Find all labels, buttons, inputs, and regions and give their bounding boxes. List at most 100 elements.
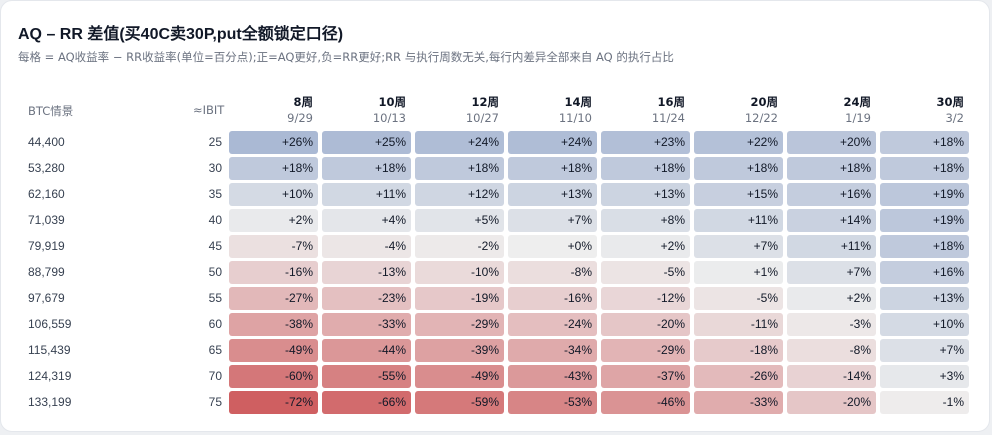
row-ibit-label: 70 (208, 369, 222, 383)
row-header-btc: BTC情景 (28, 104, 74, 118)
heatmap-cell: -26% (694, 365, 783, 388)
heatmap-cell: +13% (601, 183, 690, 206)
column-header: 14周 11/10 (508, 95, 592, 126)
column-week-label: 20周 (750, 95, 778, 109)
row-btc-label: 53,280 (28, 161, 65, 175)
heatmap-cell: +8% (601, 209, 690, 232)
row-ibit-label: 50 (208, 265, 222, 279)
heatmap-cell: -13% (322, 261, 411, 284)
heatmap-cell: +24% (508, 131, 597, 154)
chart-title: AQ – RR 差值(买40C卖30P,put全额锁定口径) (18, 26, 344, 43)
column-date-label: 10/13 (372, 111, 406, 125)
heatmap-cell: +2% (229, 209, 318, 232)
heatmap-cell: -14% (787, 365, 876, 388)
row-ibit-label: 60 (208, 317, 222, 331)
heatmap-cell: -10% (415, 261, 504, 284)
row-ibit-label: 25 (208, 135, 222, 149)
heatmap-cell: -24% (508, 313, 597, 336)
heatmap-cell: -4% (322, 235, 411, 258)
column-header: 10周 10/13 (322, 95, 406, 126)
column-week-label: 14周 (564, 95, 592, 109)
row-ibit-label: 45 (208, 239, 222, 253)
heatmap-cell: +2% (601, 235, 690, 258)
heatmap-cell: +18% (415, 157, 504, 180)
heatmap-cell: +18% (508, 157, 597, 180)
row-btc-label: 106,559 (28, 317, 72, 331)
column-header: 16周 11/24 (601, 95, 685, 126)
column-header: 12周 10/27 (415, 95, 499, 126)
heatmap-cell: -59% (415, 391, 504, 414)
heatmap-cell: -16% (229, 261, 318, 284)
heatmap-cell: +15% (694, 183, 783, 206)
column-date-label: 12/22 (744, 111, 778, 125)
row-btc-label: 79,919 (28, 239, 65, 253)
heatmap-cell: +25% (322, 131, 411, 154)
heatmap-cell: -66% (322, 391, 411, 414)
heatmap-cell: -55% (322, 365, 411, 388)
column-header: 30周 3/2 (880, 95, 964, 126)
row-btc-label: 115,439 (28, 343, 71, 357)
column-date-label: 1/19 (845, 111, 871, 125)
row-btc-label: 62,160 (28, 187, 65, 201)
heatmap-cell: +5% (415, 209, 504, 232)
heatmap-cell: -60% (229, 365, 318, 388)
row-ibit-label: 65 (208, 343, 222, 357)
column-week-label: 16周 (657, 95, 685, 109)
heatmap-cell: +19% (880, 209, 969, 232)
heatmap-cell: -20% (601, 313, 690, 336)
heatmap-cell: +3% (880, 365, 969, 388)
heatmap-cell: +23% (601, 131, 690, 154)
heatmap-cell: +12% (415, 183, 504, 206)
column-date-label: 11/10 (558, 111, 592, 125)
row-header-ibit: ≈IBIT (193, 103, 225, 117)
heatmap-cell: -7% (229, 235, 318, 258)
heatmap-cell: +24% (415, 131, 504, 154)
heatmap-cell: -3% (787, 313, 876, 336)
heatmap-cell: +18% (322, 157, 411, 180)
heatmap-cell: -46% (601, 391, 690, 414)
heatmap-cell: +18% (787, 157, 876, 180)
heatmap-cell: +2% (787, 287, 876, 310)
heatmap-cell: -37% (601, 365, 690, 388)
heatmap-cell: +18% (880, 235, 969, 258)
heatmap-cell: +7% (694, 235, 783, 258)
heatmap-cell: +7% (508, 209, 597, 232)
column-week-label: 8周 (293, 95, 313, 109)
heatmap-cell: +18% (229, 157, 318, 180)
heatmap-cell: +18% (694, 157, 783, 180)
heatmap-cell: +19% (880, 183, 969, 206)
heatmap-cell: +26% (229, 131, 318, 154)
heatmap-cell: +18% (880, 131, 969, 154)
heatmap-cell: +4% (322, 209, 411, 232)
heatmap-cell: -33% (322, 313, 411, 336)
heatmap-cell: -29% (601, 339, 690, 362)
heatmap-cell: +13% (508, 183, 597, 206)
column-week-label: 12周 (471, 95, 499, 109)
heatmap-cell: -19% (415, 287, 504, 310)
row-btc-label: 44,400 (28, 135, 65, 149)
heatmap-cell: +16% (787, 183, 876, 206)
heatmap-cell: +11% (787, 235, 876, 258)
heatmap-cell: -20% (787, 391, 876, 414)
row-ibit-label: 40 (208, 213, 222, 227)
heatmap-cell: +1% (694, 261, 783, 284)
heatmap-cell: -34% (508, 339, 597, 362)
column-date-label: 9/29 (287, 111, 313, 125)
row-ibit-label: 75 (208, 395, 222, 409)
heatmap-cell: +18% (601, 157, 690, 180)
heatmap-cell: -8% (787, 339, 876, 362)
heatmap-cell: -29% (415, 313, 504, 336)
row-ibit-label: 55 (208, 291, 222, 305)
column-date-label: 11/24 (651, 111, 685, 125)
heatmap-cell: -11% (694, 313, 783, 336)
column-header: 20周 12/22 (694, 95, 778, 126)
column-header: 8周 9/29 (229, 95, 313, 126)
heatmap-cell: -2% (415, 235, 504, 258)
heatmap-cell: -16% (508, 287, 597, 310)
heatmap-cell: -49% (229, 339, 318, 362)
heatmap-cell: -72% (229, 391, 318, 414)
column-week-label: 10周 (378, 95, 406, 109)
row-ibit-label: 30 (208, 161, 222, 175)
heatmap-cell: +11% (322, 183, 411, 206)
